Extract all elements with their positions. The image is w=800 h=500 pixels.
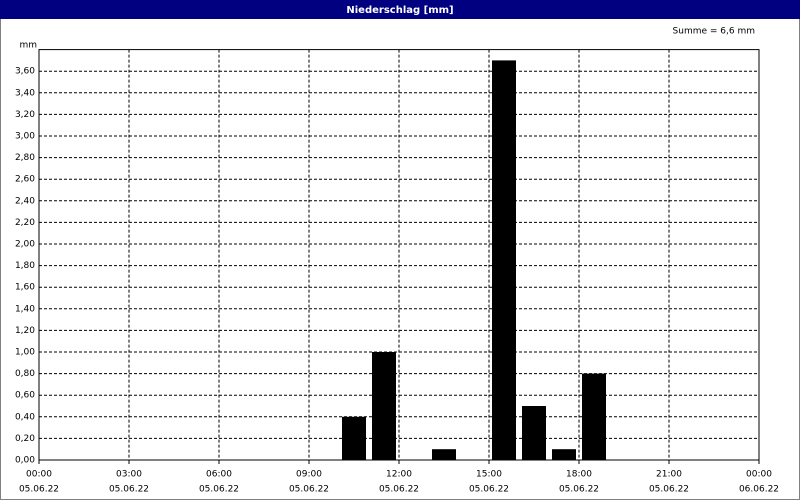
bar [342, 416, 366, 460]
y-tick-label: 1,80 [15, 261, 35, 271]
bar [552, 449, 576, 460]
x-tick-date: 05.06.22 [109, 485, 149, 495]
bar [432, 449, 456, 460]
x-tick-date: 06.06.22 [739, 485, 779, 495]
x-tick-label: 21:00 [656, 470, 682, 480]
x-tick-label: 15:00 [476, 470, 502, 480]
x-tick-label: 12:00 [386, 470, 412, 480]
bar [372, 352, 396, 460]
x-tick-date: 05.06.22 [649, 485, 689, 495]
y-tick-label: 3,40 [15, 88, 35, 98]
y-axis-label: mm [19, 41, 37, 51]
x-tick-date: 05.06.22 [289, 485, 329, 495]
y-tick-label: 1,40 [15, 304, 35, 314]
y-tick-label: 2,80 [15, 153, 35, 163]
x-tick-label: 00:00 [746, 470, 772, 480]
y-tick-label: 3,60 [15, 67, 35, 77]
x-tick-date: 05.06.22 [559, 485, 599, 495]
y-tick-label: 0,40 [15, 412, 35, 422]
y-tick-label: 3,20 [15, 110, 35, 120]
x-tick-label: 00:00 [26, 470, 52, 480]
x-tick-date: 05.06.22 [199, 485, 239, 495]
bar [522, 406, 546, 460]
y-tick-label: 1,20 [15, 326, 35, 336]
x-tick-date: 05.06.22 [469, 485, 509, 495]
bar [582, 373, 606, 460]
x-tick-label: 09:00 [296, 470, 322, 480]
y-tick-label: 0,60 [15, 391, 35, 401]
x-tick-label: 06:00 [206, 470, 232, 480]
y-tick-label: 2,00 [15, 240, 35, 250]
y-tick-label: 2,40 [15, 196, 35, 206]
y-tick-label: 3,00 [15, 132, 35, 142]
x-tick-label: 03:00 [116, 470, 142, 480]
chart-title: Niederschlag [mm] [346, 5, 453, 16]
x-tick-date: 05.06.22 [379, 485, 419, 495]
x-tick-label: 18:00 [566, 470, 592, 480]
x-tick-date: 05.06.22 [19, 485, 59, 495]
y-tick-label: 0,00 [15, 456, 35, 466]
y-tick-label: 1,60 [15, 283, 35, 293]
y-tick-label: 0,20 [15, 434, 35, 444]
y-tick-label: 2,60 [15, 175, 35, 185]
title-bar [0, 0, 800, 19]
y-tick-label: 0,80 [15, 369, 35, 379]
y-tick-label: 2,20 [15, 218, 35, 228]
annotation: Summe = 6,6 mm [673, 27, 755, 37]
plot-border [38, 49, 760, 461]
bar [492, 60, 516, 461]
y-tick-label: 1,00 [15, 348, 35, 358]
